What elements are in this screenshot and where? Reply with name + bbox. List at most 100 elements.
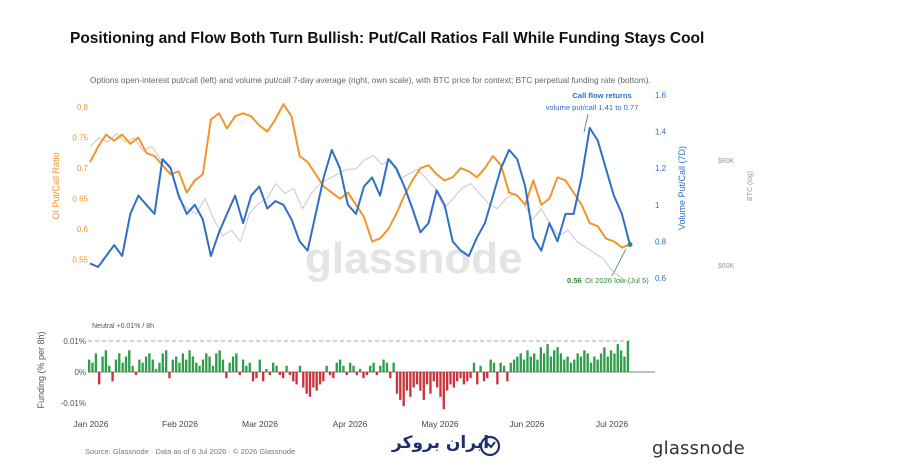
funding-bar [91,362,94,372]
funding-bar [402,372,405,407]
left-axis-tick: 0.7 [77,164,89,173]
funding-bar [134,372,138,376]
funding-bar [579,356,583,372]
funding-bar [566,356,569,372]
funding-bar [188,350,191,372]
oi-series-line [89,103,631,249]
funding-bar [225,372,228,379]
funding-bar [365,372,369,376]
funding-bar [198,365,201,372]
x-axis-tick: Jan 2026 [74,419,109,429]
funding-bar [262,372,265,382]
funding-bar [342,365,345,372]
x-axis-tick: Feb 2026 [162,419,198,429]
funding-bar [593,356,596,372]
funding-bar [255,372,258,379]
annotation-call-flow: Call flow returns [572,91,632,100]
right-axis-tick: 0.8 [655,237,667,246]
funding-bar [512,359,516,372]
funding-bar [322,372,325,382]
funding-bar [114,359,118,372]
funding-bar [158,362,161,372]
funding-bar [422,372,425,400]
annotation-call-flow-sub: volume put/call 1.41 to 0.77 [546,103,639,112]
funding-bar [533,353,536,372]
funding-bar [241,359,245,372]
funding-bar [218,350,221,372]
funding-bar [472,362,476,372]
funding-bar [302,372,305,388]
funding-bar [128,350,131,372]
funding-bar [432,372,435,382]
funding-bar [238,372,241,376]
funding-bar [245,365,248,372]
funding-bar [616,344,619,372]
funding-bar [124,356,128,372]
funding-bar [449,372,452,385]
funding-bar [543,353,546,372]
right-axis-tick: 1.2 [655,164,667,173]
btc-axis-label: BTC (log) [747,171,754,201]
funding-bar [148,353,151,372]
left-axis-tick: 0.75 [72,134,88,143]
left-axis-tick: 0.8 [77,103,89,112]
funding-bar [379,365,382,372]
funding-bar [248,362,251,372]
right-axis-tick: 1 [655,201,660,210]
funding-bar [385,362,389,372]
funding-bar [308,372,312,397]
funding-bar [98,372,101,385]
funding-bar [359,368,362,372]
funding-bar [412,372,415,388]
funding-bar [275,365,278,372]
funding-bar [496,372,499,385]
funding-bar [506,372,509,382]
funding-bar [529,356,532,372]
left-axis-label: OI Put/Call Ratio [51,152,61,219]
funding-bar [201,359,205,372]
funding-bar [613,353,616,372]
funding-neutral-label: Neutral +0.01% / 8h [92,323,154,330]
funding-bar [442,372,445,410]
funding-bar [479,365,482,372]
x-axis-tick: Jul 2026 [596,419,628,429]
funding-bar [278,372,282,376]
funding-bar [626,341,630,372]
left-axis-tick: 0.6 [77,225,89,234]
funding-bar [231,356,235,372]
funding-bar [502,365,506,372]
volume-series-line [89,126,631,268]
funding-bar [185,359,188,372]
funding-bar [138,359,141,372]
funding-bar [191,356,195,372]
funding-bar [392,362,395,372]
funding-bar [328,372,332,376]
funding-bar [131,365,134,372]
funding-bar [338,359,342,372]
funding-bar [499,362,502,372]
funding-bar [312,372,315,388]
funding-bar [305,372,308,394]
funding-bar [382,359,385,372]
funding-bar [94,353,98,372]
funding-bar [516,356,519,372]
funding-bar [104,350,108,372]
left-axis-tick: 0.55 [72,256,88,265]
funding-bar [549,356,553,372]
funding-bar [569,362,573,372]
chart-subtitle: Options open-interest put/call (left) an… [90,75,651,85]
funding-bar [539,347,543,372]
funding-bar [452,372,456,388]
funding-bar [469,372,472,379]
funding-bar [439,372,442,397]
funding-bar [121,362,124,372]
funding-bar [395,372,399,394]
funding-bar [111,372,114,382]
funding-bar [609,350,613,372]
chart-title: Positioning and Flow Both Turn Bullish: … [70,30,705,47]
funding-bar [268,372,272,376]
funding-bar [522,359,526,372]
left-axis-tick: 0.65 [72,195,88,204]
funding-axis-tick: 0.01% [63,337,86,346]
funding-bar [603,347,606,372]
